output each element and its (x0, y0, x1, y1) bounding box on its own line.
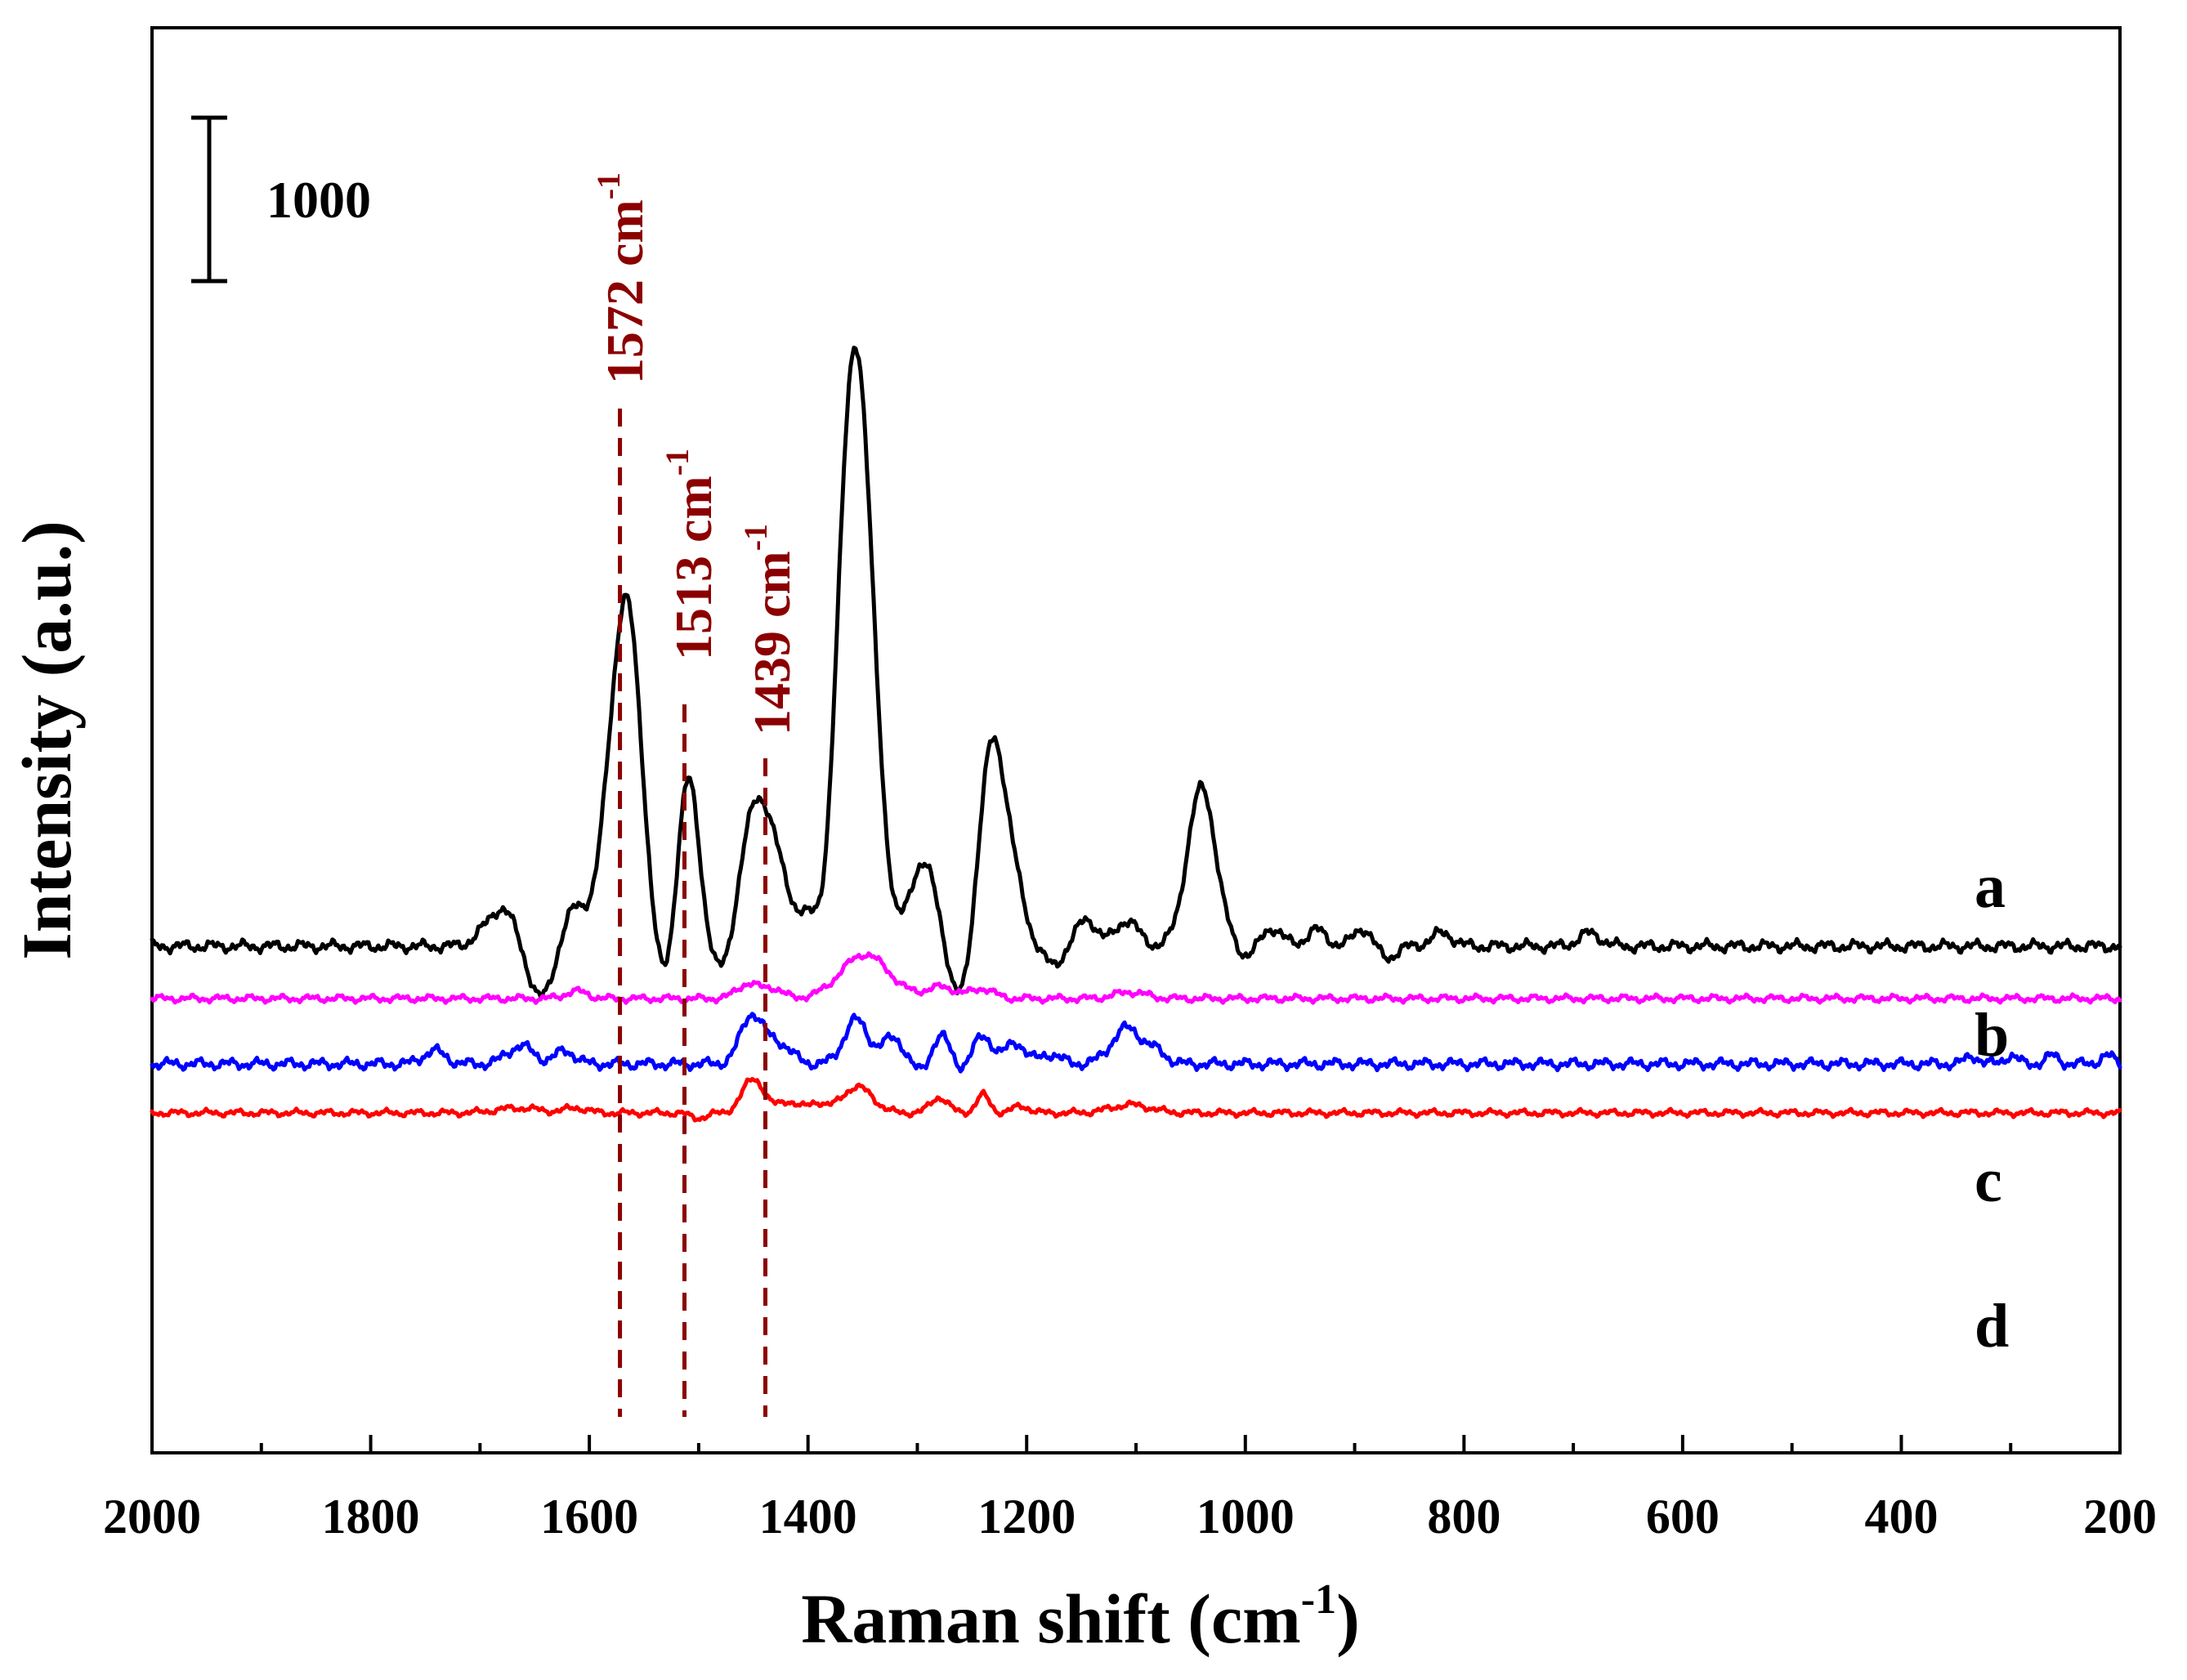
trace-label-a: a (1975, 852, 2006, 921)
trace-label-b: b (1975, 1001, 2009, 1070)
x-axis-title-end: ) (1336, 1579, 1360, 1658)
x-axis-title-sup: -1 (1301, 1576, 1336, 1623)
x-tick-label-2000: 2000 (103, 1490, 201, 1544)
x-tick-label-1400: 1400 (759, 1490, 857, 1544)
trace-label-d: d (1975, 1292, 2009, 1361)
plot-frame (150, 26, 2122, 1454)
trace-c (150, 1012, 2122, 1074)
x-tick-label-1600: 1600 (540, 1490, 638, 1544)
y-axis-title: Intensity (a.u.) (7, 521, 86, 960)
annotation-label-text: 1439 cm (743, 551, 801, 735)
peak-annotation-lines (618, 409, 767, 1417)
trace-label-c: c (1975, 1146, 2002, 1215)
x-tick-label-200: 200 (2083, 1490, 2157, 1544)
trace-labels: a b c d (1975, 852, 2009, 1361)
x-axis-tick-labels: 2000 1800 1600 1400 1200 1000 800 600 400 200 (103, 1490, 2157, 1544)
annotation-label-sup: -1 (590, 172, 627, 199)
trace-a (150, 346, 2122, 999)
x-tick-label-600: 600 (1646, 1490, 1720, 1544)
annotation-label-1572: 1572 cm-1 (590, 172, 654, 384)
spectra-traces (150, 346, 2122, 1123)
annotation-label-sup: -1 (659, 449, 695, 476)
annotation-label-1439: 1439 cm-1 (737, 524, 801, 735)
trace-d (150, 1077, 2122, 1123)
scale-bar: 1000 (191, 115, 371, 284)
annotation-label-text: 1513 cm (664, 476, 722, 660)
annotation-label-sup: -1 (737, 524, 774, 551)
annotation-label-1513: 1513 cm-1 (659, 449, 722, 660)
annotation-label-text: 1572 cm (596, 199, 654, 384)
x-axis-ticks (150, 1435, 2122, 1453)
trace-b (150, 951, 2122, 1005)
x-tick-label-400: 400 (1864, 1490, 1938, 1544)
x-axis-title: Raman shift (cm-1) (801, 1576, 1359, 1658)
x-axis-title-main: Raman shift (cm (801, 1579, 1301, 1658)
x-tick-label-800: 800 (1427, 1490, 1500, 1544)
x-tick-label-1200: 1200 (977, 1490, 1076, 1544)
x-tick-label-1000: 1000 (1196, 1490, 1295, 1544)
scale-bar-label: 1000 (266, 171, 371, 229)
x-tick-label-1800: 1800 (322, 1490, 420, 1544)
